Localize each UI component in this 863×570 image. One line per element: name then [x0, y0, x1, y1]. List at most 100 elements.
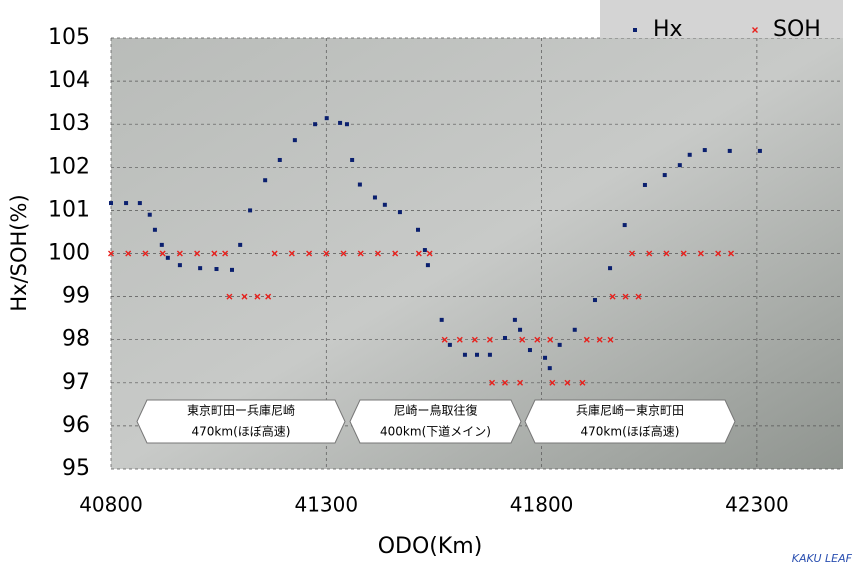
y-tick-label: 96	[62, 413, 90, 438]
point	[517, 379, 524, 386]
y-tick-label: 100	[48, 241, 90, 266]
point	[238, 242, 243, 247]
x-axis-title: ODO(Km)	[378, 534, 483, 559]
point	[663, 250, 670, 257]
point	[198, 266, 203, 271]
point	[608, 266, 613, 271]
point	[687, 152, 692, 157]
point	[635, 293, 642, 300]
point	[357, 250, 364, 257]
annotation-text: 400km(下道メイン)	[380, 425, 491, 439]
point	[727, 148, 732, 153]
point	[324, 116, 329, 121]
point	[241, 293, 248, 300]
point	[583, 336, 590, 343]
point	[426, 250, 433, 257]
annotation-box	[524, 399, 736, 444]
point	[397, 210, 402, 215]
point	[547, 366, 552, 371]
point	[441, 336, 448, 343]
point	[662, 173, 667, 178]
legend-box	[600, 0, 843, 38]
legend-label: SOH	[773, 17, 821, 42]
y-tick-label: 101	[48, 197, 90, 222]
point	[288, 250, 295, 257]
point	[680, 250, 687, 257]
point	[374, 250, 381, 257]
point	[254, 293, 261, 300]
legend-marker	[752, 27, 758, 33]
point	[702, 148, 707, 153]
point	[292, 138, 297, 143]
point	[194, 250, 201, 257]
point	[177, 263, 182, 268]
point	[124, 201, 129, 206]
point	[502, 335, 507, 340]
point	[519, 336, 526, 343]
point	[340, 250, 347, 257]
point	[642, 182, 647, 187]
point	[142, 250, 149, 257]
y-tick-label: 97	[62, 370, 90, 395]
point	[697, 250, 704, 257]
x-tick-label: 40800	[79, 493, 143, 517]
annotation-text: 兵庫尼崎ー東京町田	[576, 404, 684, 418]
point	[757, 148, 762, 153]
point	[607, 336, 614, 343]
point	[415, 250, 422, 257]
legend-label: Hx	[653, 17, 683, 42]
y-tick-label: 102	[48, 154, 90, 179]
point	[596, 336, 603, 343]
point	[159, 250, 166, 257]
point	[609, 293, 616, 300]
point	[622, 223, 627, 228]
point	[439, 317, 444, 322]
annotation-text: 東京町田ー兵庫尼崎	[187, 404, 295, 418]
point	[557, 342, 562, 347]
point	[564, 379, 571, 386]
point	[277, 157, 282, 162]
legend-marker	[633, 28, 637, 32]
point	[214, 267, 219, 272]
point	[629, 250, 636, 257]
point	[372, 195, 377, 200]
credit: KAKU LEAF	[792, 552, 853, 565]
point	[416, 227, 421, 232]
point	[715, 250, 722, 257]
point	[357, 182, 362, 187]
point	[677, 163, 682, 168]
y-tick-label: 105	[48, 25, 90, 50]
point	[229, 267, 234, 272]
point	[646, 250, 653, 257]
point	[263, 178, 268, 183]
point	[487, 352, 492, 357]
y-tick-label: 95	[62, 456, 90, 481]
point	[271, 250, 278, 257]
point	[543, 355, 548, 360]
point	[425, 263, 430, 268]
point	[222, 250, 229, 257]
x-tick-label: 41300	[294, 493, 358, 517]
y-tick-label: 98	[62, 327, 90, 352]
point	[147, 212, 152, 217]
point	[549, 379, 556, 386]
point	[579, 379, 586, 386]
point	[313, 122, 318, 127]
point	[592, 298, 597, 303]
point	[226, 293, 233, 300]
y-tick-label: 103	[48, 111, 90, 136]
point	[622, 293, 629, 300]
point	[486, 336, 493, 343]
point	[306, 250, 313, 257]
point	[475, 352, 479, 357]
y-tick-label: 99	[62, 284, 90, 309]
annotation-box	[136, 399, 346, 444]
point	[344, 122, 349, 127]
point	[265, 293, 272, 300]
point	[462, 352, 467, 357]
point	[489, 379, 496, 386]
point	[109, 201, 113, 206]
point	[572, 327, 577, 332]
point	[108, 250, 114, 257]
